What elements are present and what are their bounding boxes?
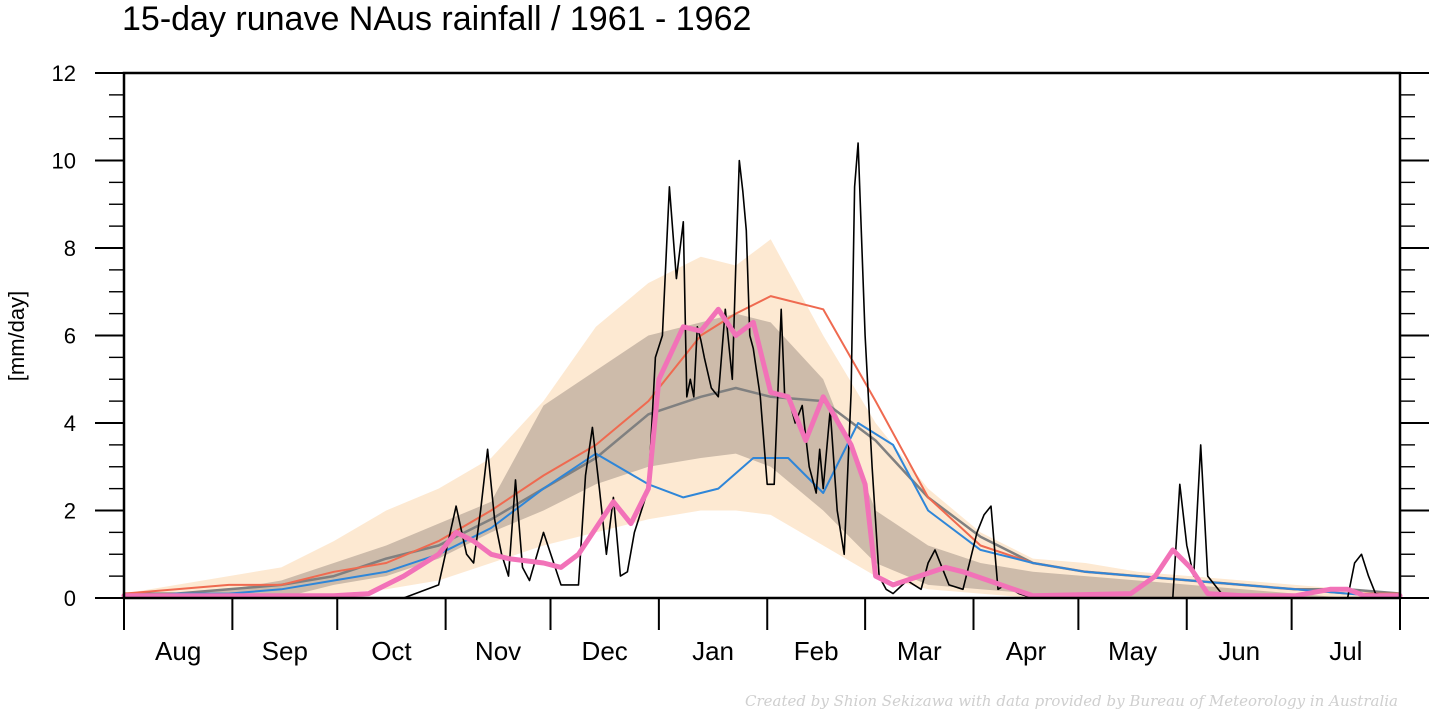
y-tick-label: 8 — [64, 236, 76, 261]
x-tick-label: Jul — [1329, 636, 1362, 666]
x-tick-label: Nov — [475, 636, 521, 666]
y-tick-label: 0 — [64, 586, 76, 611]
credit-note: Created by Shion Sekizawa with data prov… — [745, 692, 1398, 710]
x-tick-label: May — [1108, 636, 1157, 666]
plot-area — [121, 142, 1403, 599]
pink-line — [121, 306, 1403, 599]
blue-line — [123, 422, 1401, 599]
x-tick-label: Jan — [692, 636, 734, 666]
x-tick-label: Jun — [1218, 636, 1260, 666]
x-tick-label: Aug — [155, 636, 201, 666]
y-tick-label: 10 — [52, 149, 76, 174]
x-tick-label: Dec — [582, 636, 628, 666]
y-axis-label: [mm/day] — [4, 291, 29, 381]
axes: 0 2 4 6 8 10 12 Aug Sep Oct Nov Dec Jan Feb Mar Apr May J… — [52, 61, 1429, 666]
inner-range-band — [124, 313, 1400, 598]
y-tick-label: 12 — [52, 61, 76, 86]
x-tick-label: Sep — [262, 636, 308, 666]
daily-line — [123, 142, 1401, 599]
x-tick-label: Mar — [897, 636, 942, 666]
y-tick-label: 4 — [64, 411, 76, 436]
y-tick-label: 6 — [64, 324, 76, 349]
x-tick-label: Feb — [794, 636, 839, 666]
y-tick-label: 2 — [64, 499, 76, 524]
x-tick-label: Oct — [371, 636, 412, 666]
x-tick-label: Apr — [1006, 636, 1047, 666]
chart-title: 15-day runave NAus rainfall / 1961 - 196… — [122, 0, 751, 38]
